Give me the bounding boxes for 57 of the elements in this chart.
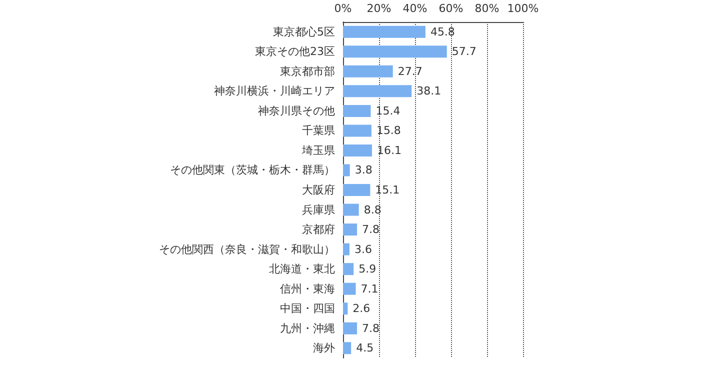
data-label: 3.8	[354, 164, 372, 177]
data-label: 27.7	[398, 64, 422, 78]
data-label: 4.5	[356, 342, 374, 355]
bar	[343, 204, 359, 216]
bar	[343, 85, 412, 98]
y-tick-label: 北海道・東北	[269, 262, 335, 276]
x-tick-label: 0%	[334, 2, 352, 15]
data-label: 57.7	[452, 45, 476, 58]
bar	[343, 322, 358, 334]
bar	[343, 243, 350, 256]
data-label: 2.6	[352, 302, 370, 316]
bar	[343, 46, 447, 58]
bar	[343, 263, 354, 276]
x-tick-label: 60%	[438, 2, 464, 15]
y-tick-label: 千葉県	[302, 124, 335, 138]
bar	[343, 342, 352, 354]
y-tick-label: 京都府	[302, 223, 335, 236]
y-tick-label: 中国・四国	[280, 302, 335, 316]
bar	[343, 224, 358, 236]
y-tick-label: 東京都市部	[280, 64, 335, 78]
y-tick-label: 大阪府	[302, 184, 335, 196]
y-tick-label: 神奈川県その他	[258, 104, 335, 118]
bar	[343, 184, 370, 196]
data-label: 7.8	[362, 322, 380, 335]
y-tick-label: 神奈川横浜・川崎エリア	[214, 84, 335, 98]
x-tick-label: 20%	[366, 2, 392, 15]
data-label: 7.8	[362, 223, 380, 236]
y-tick-label: 埼玉県	[301, 144, 335, 157]
data-label: 45.8	[430, 25, 455, 38]
x-tick-label: 40%	[402, 2, 428, 15]
bar	[343, 282, 356, 295]
bar	[343, 302, 348, 315]
x-tick-label: 80%	[474, 2, 500, 15]
y-tick-label: 兵庫県	[302, 203, 335, 216]
bar	[343, 124, 372, 137]
y-tick-label: 九州・沖縄	[280, 322, 335, 335]
bar	[343, 65, 393, 78]
bar	[343, 164, 350, 176]
data-label: 3.6	[354, 242, 372, 256]
data-label: 8.8	[364, 203, 382, 216]
y-tick-label: その他関東（茨城・栃木・群馬）	[170, 164, 335, 177]
x-tick-label: 100%	[507, 2, 539, 15]
data-label: 15.1	[375, 184, 400, 196]
bar	[343, 26, 426, 38]
bar	[343, 144, 372, 156]
y-tick-label: 信州・東海	[280, 282, 335, 296]
data-label: 16.1	[376, 144, 402, 157]
y-tick-label: 東京その他23区	[255, 45, 335, 58]
bar	[343, 104, 371, 117]
data-label: 15.8	[376, 124, 401, 138]
data-label: 7.1	[360, 282, 378, 296]
data-label: 15.4	[376, 104, 400, 118]
y-tick-label: 東京都心5区	[273, 25, 335, 38]
y-tick-label: その他関西（奈良・滋賀・和歌山）	[159, 242, 335, 256]
data-label: 5.9	[358, 262, 376, 276]
data-label: 38.1	[416, 84, 442, 98]
y-tick-label: 海外	[313, 342, 335, 355]
